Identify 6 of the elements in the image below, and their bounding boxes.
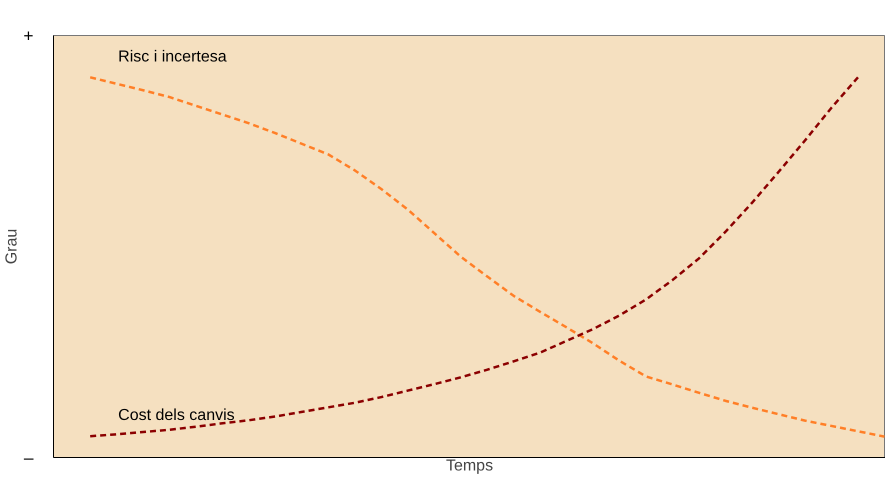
series-label: Risc i incertesa [118,48,227,66]
series-label: Cost dels canvis [118,407,235,424]
text: – [24,448,34,468]
y-axis-title: Grau [3,228,20,264]
x-axis-title: Temps [446,458,494,474]
text: + [23,26,34,46]
